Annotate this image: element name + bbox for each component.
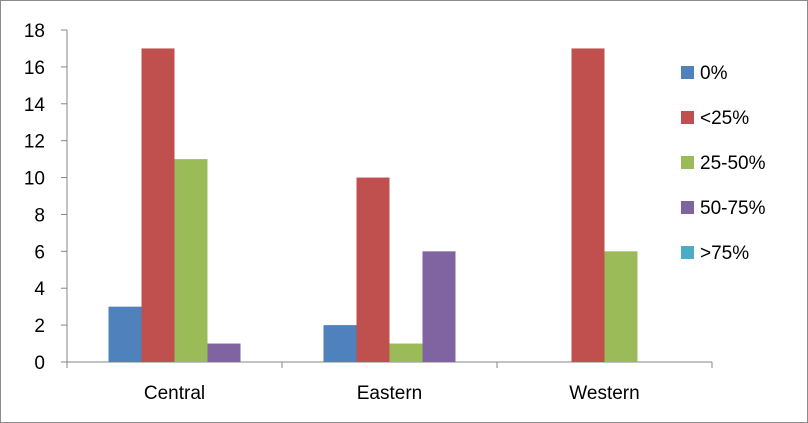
y-tick-label: 12 bbox=[24, 132, 45, 153]
bar bbox=[141, 48, 175, 362]
bar bbox=[207, 343, 241, 362]
y-tick-label: 6 bbox=[34, 242, 45, 263]
bar bbox=[174, 159, 208, 362]
y-tick-label: 0 bbox=[34, 353, 45, 374]
bars bbox=[108, 48, 638, 362]
legend-label: 25-50% bbox=[700, 153, 766, 174]
bar bbox=[571, 48, 605, 362]
x-tick-label: Central bbox=[144, 383, 205, 404]
bar bbox=[108, 306, 142, 362]
legend-swatch bbox=[681, 111, 694, 124]
y-tick-label: 4 bbox=[34, 279, 45, 300]
bar bbox=[604, 251, 638, 362]
y-tick-label: 18 bbox=[24, 21, 45, 42]
bar bbox=[389, 343, 423, 362]
legend-label: <25% bbox=[700, 108, 749, 129]
bar bbox=[323, 325, 357, 362]
y-tick-label: 2 bbox=[34, 316, 45, 337]
legend-swatch bbox=[681, 246, 694, 259]
legend-label: 0% bbox=[700, 63, 728, 84]
y-tick-label: 8 bbox=[34, 205, 45, 226]
legend-label: 50-75% bbox=[700, 198, 766, 219]
x-tick-label: Eastern bbox=[357, 383, 422, 404]
y-tick-label: 14 bbox=[24, 95, 46, 116]
legend-label: >75% bbox=[700, 243, 749, 264]
bar bbox=[422, 251, 456, 362]
legend-swatch bbox=[681, 201, 694, 214]
y-tick-label: 10 bbox=[24, 169, 45, 190]
legend-swatch bbox=[681, 66, 694, 79]
legend: 0% <25% 25-50% 50-75% >75% bbox=[681, 63, 766, 264]
bar bbox=[356, 177, 390, 362]
legend-swatch bbox=[681, 156, 694, 169]
x-tick-label: Western bbox=[569, 383, 639, 404]
y-tick-label: 16 bbox=[24, 58, 45, 79]
